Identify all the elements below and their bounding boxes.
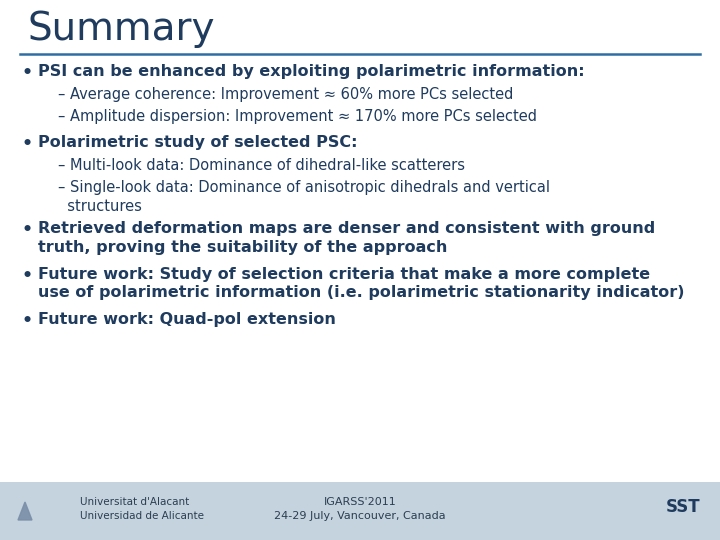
Text: Universitat d'Alacant
Universidad de Alicante: Universitat d'Alacant Universidad de Ali… — [80, 497, 204, 521]
Text: •: • — [22, 312, 33, 330]
Text: – Single-look data: Dominance of anisotropic dihedrals and vertical
  structures: – Single-look data: Dominance of anisotr… — [58, 180, 550, 214]
Text: IGARSS'2011
24-29 July, Vancouver, Canada: IGARSS'2011 24-29 July, Vancouver, Canad… — [274, 497, 446, 521]
Text: •: • — [22, 221, 33, 239]
Text: – Average coherence: Improvement ≈ 60% more PCs selected: – Average coherence: Improvement ≈ 60% m… — [58, 87, 513, 102]
Text: •: • — [22, 135, 33, 153]
Text: PSI can be enhanced by exploiting polarimetric information:: PSI can be enhanced by exploiting polari… — [38, 64, 585, 79]
Bar — [0, 482, 720, 540]
Text: •: • — [22, 267, 33, 285]
Text: Retrieved deformation maps are denser and consistent with ground
truth, proving : Retrieved deformation maps are denser an… — [38, 221, 655, 255]
Text: Summary: Summary — [28, 10, 215, 48]
Text: •: • — [22, 64, 33, 82]
Text: Future work: Quad-pol extension: Future work: Quad-pol extension — [38, 312, 336, 327]
Polygon shape — [18, 502, 32, 520]
Text: – Multi-look data: Dominance of dihedral-like scatterers: – Multi-look data: Dominance of dihedral… — [58, 158, 465, 173]
Text: SST: SST — [665, 498, 700, 516]
Text: Future work: Study of selection criteria that make a more complete
use of polari: Future work: Study of selection criteria… — [38, 267, 685, 300]
Text: – Amplitude dispersion: Improvement ≈ 170% more PCs selected: – Amplitude dispersion: Improvement ≈ 17… — [58, 109, 537, 124]
Text: Polarimetric study of selected PSC:: Polarimetric study of selected PSC: — [38, 135, 358, 150]
